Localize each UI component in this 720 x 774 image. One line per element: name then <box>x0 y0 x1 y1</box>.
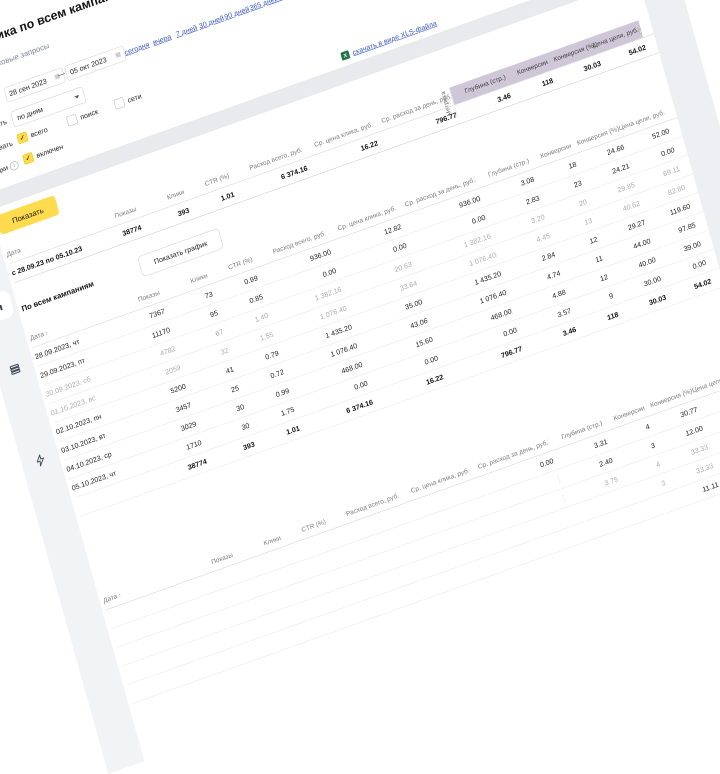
checkbox-icon[interactable] <box>113 96 126 110</box>
info-icon[interactable]: i <box>8 160 20 172</box>
col-header: Цена цели, руб. <box>691 371 720 395</box>
date-to-value: 05 окт 2023 <box>69 55 108 77</box>
calendar-icon[interactable]: ▦ <box>114 50 122 59</box>
bar-chart-icon <box>0 299 5 314</box>
chevron-down-icon <box>74 94 80 100</box>
range-link-today[interactable]: сегодня <box>123 40 151 57</box>
cell <box>628 501 670 516</box>
checkbox-networks-label: сети <box>126 91 143 105</box>
excel-icon: X <box>340 50 351 61</box>
range-link-90days[interactable]: 90 дней <box>223 4 251 22</box>
date-to-input[interactable]: 05 окт 2023 ▦ <box>64 45 127 82</box>
sidebar-item-autotargeting[interactable] <box>24 444 57 476</box>
campaigns-section-title: По всем кампаниям <box>20 279 95 314</box>
checkbox-icon[interactable]: ✓ <box>22 151 35 165</box>
range-link-7days[interactable]: 7 дней <box>174 23 198 39</box>
checkbox-icon[interactable]: ✓ <box>16 131 29 145</box>
sidebar-item-campaigns[interactable] <box>0 353 32 385</box>
range-link-history[interactable]: история <box>277 0 304 2</box>
checkbox-search-label: поиск <box>79 106 99 122</box>
app-sidebar <box>0 44 145 774</box>
sort-asc-icon: ↑ <box>44 329 49 337</box>
info-icon[interactable]: i <box>637 24 642 34</box>
checkbox-icon[interactable] <box>65 113 79 127</box>
tab-search-queries[interactable]: Поисковые запросы <box>0 40 51 74</box>
checkbox-search[interactable]: поиск <box>65 106 99 127</box>
sidebar-item-statistics-active[interactable] <box>0 289 15 326</box>
cell <box>307 615 352 631</box>
checkbox-enabled[interactable]: ✓ включен <box>22 141 64 165</box>
layers-icon <box>8 362 22 377</box>
checkbox-networks[interactable]: сети <box>113 91 142 110</box>
range-link-30days[interactable]: 30 дней <box>197 13 225 31</box>
date-from-value: 28 сен 2023 <box>8 76 48 99</box>
checkbox-enabled-label: включен <box>35 141 65 160</box>
checkbox-total[interactable]: ✓ всего <box>16 124 49 145</box>
group-by-value: по дням <box>16 105 44 123</box>
range-link-365days[interactable]: 365 дней <box>248 0 280 13</box>
sort-asc-icon: ↑ <box>117 591 122 600</box>
lightning-icon <box>34 453 47 468</box>
range-link-yesterday[interactable]: вчера <box>151 32 173 47</box>
checkbox-total-label: всего <box>29 124 49 139</box>
